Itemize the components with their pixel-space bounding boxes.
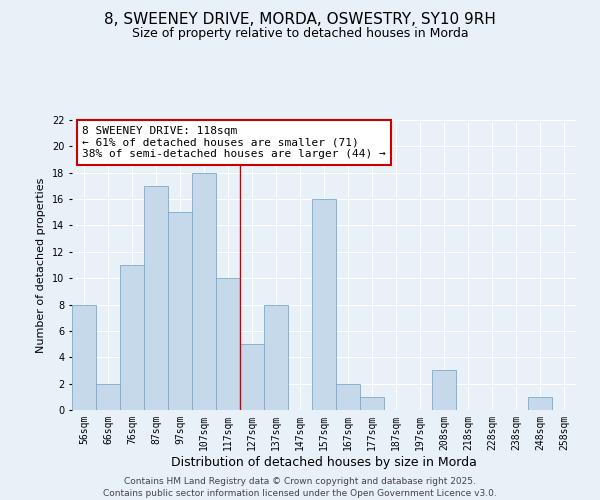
Bar [336, 384, 360, 410]
Bar [312, 199, 336, 410]
Bar [216, 278, 240, 410]
Bar [96, 384, 120, 410]
X-axis label: Distribution of detached houses by size in Morda: Distribution of detached houses by size … [171, 456, 477, 468]
Text: Contains HM Land Registry data © Crown copyright and database right 2025.
Contai: Contains HM Land Registry data © Crown c… [103, 476, 497, 498]
Bar [432, 370, 456, 410]
Bar [144, 186, 168, 410]
Text: 8 SWEENEY DRIVE: 118sqm
← 61% of detached houses are smaller (71)
38% of semi-de: 8 SWEENEY DRIVE: 118sqm ← 61% of detache… [82, 126, 386, 159]
Text: Size of property relative to detached houses in Morda: Size of property relative to detached ho… [131, 28, 469, 40]
Bar [168, 212, 192, 410]
Bar [120, 265, 144, 410]
Bar [264, 304, 288, 410]
Bar [240, 344, 264, 410]
Bar [192, 172, 216, 410]
Bar [360, 397, 384, 410]
Text: 8, SWEENEY DRIVE, MORDA, OSWESTRY, SY10 9RH: 8, SWEENEY DRIVE, MORDA, OSWESTRY, SY10 … [104, 12, 496, 28]
Bar [72, 304, 96, 410]
Bar [528, 397, 552, 410]
Y-axis label: Number of detached properties: Number of detached properties [37, 178, 46, 352]
